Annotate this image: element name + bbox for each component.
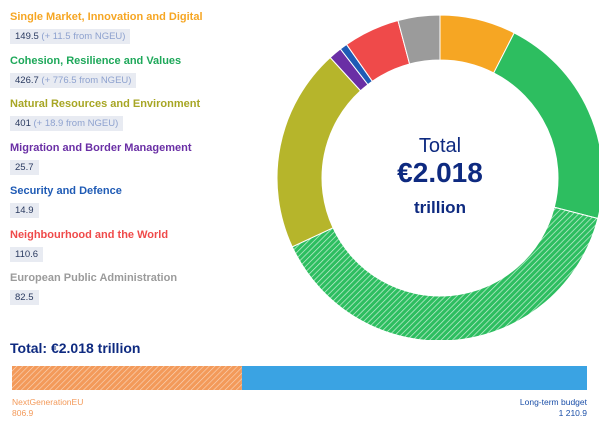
legend-note: (+ 776.5 from NGEU) [41, 74, 132, 86]
slice-2 [276, 56, 362, 248]
legend-label: Cohesion, Resilience and Values [10, 54, 182, 67]
legend-value: 14.9 [15, 205, 34, 216]
legend-label: Migration and Border Management [10, 141, 192, 154]
donut-slices [276, 14, 599, 340]
legend-value-box: 14.9 [10, 203, 39, 218]
legend-value-box: 110.6 [10, 246, 44, 262]
bar-label-ngeu-value: 806.9 [12, 408, 34, 418]
bar-label-ngeu-name: NextGenerationEU [12, 397, 84, 407]
legend-item-single-market: Single Market, Innovation and Digital 14… [10, 10, 250, 54]
chart-legend: Single Market, Innovation and Digital 14… [10, 10, 250, 315]
bar-label-long-term-value: 1 210.9 [558, 408, 587, 418]
bar-segment-ngeu [12, 366, 242, 390]
bar-chart-title: Total: €2.018 trillion [10, 340, 141, 356]
legend-value: 110.6 [15, 248, 39, 260]
legend-value-box: 426.7 (+ 776.5 from NGEU) [10, 72, 137, 88]
center-unit: trillion [414, 198, 466, 217]
legend-label: Single Market, Innovation and Digital [10, 11, 203, 23]
bar-label-long-term-name: Long-term budget [519, 397, 587, 407]
split-bar-chart [12, 366, 587, 390]
legend-note: (+ 18.9 from NGEU) [33, 118, 119, 129]
legend-value: 25.7 [15, 161, 34, 173]
legend-label: Security and Defence [10, 185, 122, 197]
legend-note: (+ 11.5 from NGEU) [41, 31, 126, 42]
legend-value-box: 149.5 (+ 11.5 from NGEU) [10, 29, 131, 44]
slice-1 [493, 32, 599, 220]
bar-label-long-term: Long-term budget 1 210.9 [520, 397, 587, 419]
legend-value-box: 82.5 [10, 290, 39, 305]
bar-label-ngeu: NextGenerationEU 806.9 [12, 397, 83, 419]
center-label: Total [419, 135, 461, 157]
legend-item-security: Security and Defence 14.9 [10, 184, 250, 228]
legend-value: 82.5 [15, 292, 34, 303]
legend-item-migration: Migration and Border Management 25.7 [10, 141, 250, 185]
slice-6 [397, 14, 441, 65]
center-value: €2.018 [397, 157, 483, 188]
bar-segments [12, 366, 587, 390]
legend-label: European Public Administration [10, 272, 178, 284]
legend-label: Neighbourhood and the World [10, 228, 169, 241]
legend-item-public-admin: European Public Administration 82.5 [10, 271, 250, 315]
legend-label: Natural Resources and Environment [10, 98, 201, 110]
legend-value-box: 25.7 [10, 159, 39, 175]
legend-item-neighbourhood: Neighbourhood and the World 110.6 [10, 228, 250, 272]
legend-item-cohesion: Cohesion, Resilience and Values 426.7 (+… [10, 54, 250, 98]
legend-item-natural-resources: Natural Resources and Environment 401 (+… [10, 97, 250, 141]
legend-value: 149.5 [15, 31, 39, 42]
bar-segment-long-term [241, 366, 587, 390]
legend-value: 401 [15, 118, 31, 129]
slice-1-ngeu [291, 206, 599, 340]
legend-value-box: 401 (+ 18.9 from NGEU) [10, 116, 124, 131]
legend-value: 426.7 [15, 74, 39, 86]
donut-chart: Total €2.018 trillion [276, 14, 599, 340]
